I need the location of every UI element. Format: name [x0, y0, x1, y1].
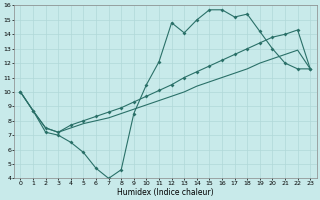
X-axis label: Humidex (Indice chaleur): Humidex (Indice chaleur)	[117, 188, 214, 197]
